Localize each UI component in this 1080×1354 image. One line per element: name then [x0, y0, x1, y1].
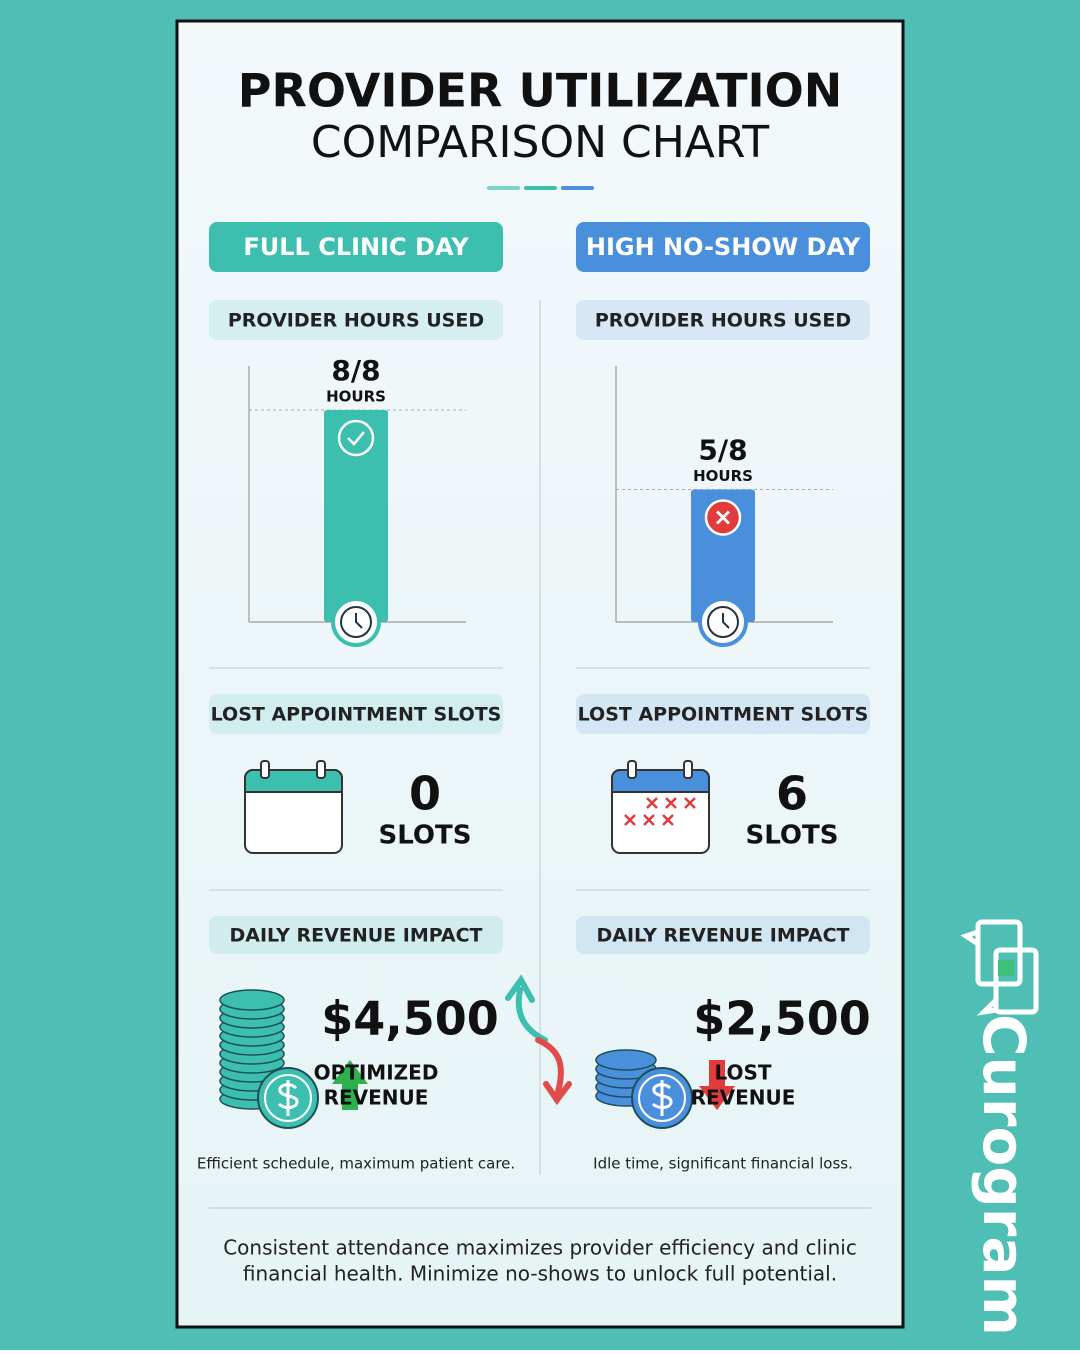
lost-slot-mark: [624, 814, 636, 826]
footer-line: financial health. Minimize no-shows to u…: [243, 1262, 837, 1286]
trend-arrow: [699, 1060, 735, 1110]
footer-line: Consistent attendance maximizes provider…: [223, 1236, 857, 1260]
slots-value: 6: [776, 767, 808, 821]
status-icon: [715, 510, 731, 525]
section-heading: DAILY REVENUE IMPACT: [596, 925, 849, 947]
status-icon: [337, 419, 375, 457]
lost-slot-mark: [665, 797, 677, 809]
calendar-ring: [260, 760, 270, 779]
coin: [264, 1074, 312, 1122]
slots-value: 0: [409, 767, 441, 821]
calendar-ring: [316, 760, 326, 779]
panel-caption: Efficient schedule, maximum patient care…: [197, 1155, 515, 1173]
clock-icon: [722, 613, 730, 629]
calendar-ring: [627, 760, 637, 779]
section-pill: [576, 300, 870, 340]
section-pill: [576, 694, 870, 734]
calendar-icon: [611, 769, 710, 793]
revenue-note: OPTIMIZED: [314, 1061, 439, 1085]
revenue-value: $4,500: [321, 992, 499, 1046]
clock-icon: [355, 613, 363, 629]
lost-slot-mark: [643, 814, 655, 826]
section-heading: PROVIDER HOURS USED: [228, 310, 484, 332]
lost-slot-mark: [684, 797, 696, 809]
hours-unit: HOURS: [326, 388, 386, 406]
section-pill: [209, 300, 503, 340]
section-heading: LOST APPOINTMENT SLOTS: [211, 704, 502, 726]
revenue-note: LOST: [714, 1061, 771, 1085]
coin-dollar: [277, 1080, 299, 1116]
calendar-icon: [244, 769, 343, 793]
section-pill: [576, 916, 870, 954]
hours-bar: [324, 410, 388, 622]
brand-logo: [960, 919, 1039, 1016]
coin-dollar: [651, 1080, 673, 1116]
slots-unit: SLOTS: [746, 821, 839, 851]
calendar-ring: [683, 760, 693, 779]
section-pill: [209, 916, 503, 954]
title-line: PROVIDER UTILIZATION: [238, 64, 843, 118]
panel-caption: Idle time, significant financial loss.: [593, 1155, 853, 1173]
revenue-value: $2,500: [693, 992, 871, 1046]
coin: [638, 1074, 686, 1122]
status-icon: [347, 431, 365, 446]
lost-slot-mark: [662, 814, 674, 826]
panel: HIGH NO-SHOW DAY PROVIDER HOURS USED 5/8HO…: [576, 222, 871, 1173]
panel: FULL CLINIC DAY PROVIDER HOURS USED 8/8HOU…: [197, 222, 515, 1173]
revenue-note: REVENUE: [324, 1086, 429, 1110]
title-line: COMPARISON CHART: [311, 117, 769, 168]
panel-heading: HIGH NO-SHOW DAY: [586, 233, 861, 261]
lost-slot-mark: [646, 797, 658, 809]
section-pill: [209, 694, 503, 734]
hours-value: 5/8: [698, 434, 747, 467]
panel-heading: FULL CLINIC DAY: [243, 233, 469, 261]
hours-value: 8/8: [331, 354, 380, 387]
slots-unit: SLOTS: [379, 821, 472, 851]
panel-heading-pill: [209, 222, 503, 272]
brand-name: Curogram: [970, 1014, 1038, 1336]
section-heading: DAILY REVENUE IMPACT: [229, 925, 482, 947]
coin-stack: [595, 1049, 657, 1071]
revenue-note: REVENUE: [691, 1086, 796, 1110]
section-heading: LOST APPOINTMENT SLOTS: [578, 704, 869, 726]
coin-stack: [219, 989, 285, 1011]
section-heading: PROVIDER HOURS USED: [595, 310, 851, 332]
panel-heading-pill: [576, 222, 870, 272]
trend-arrow: [332, 1060, 368, 1110]
hours-unit: HOURS: [693, 467, 753, 485]
swap-arrows: [505, 974, 572, 1106]
